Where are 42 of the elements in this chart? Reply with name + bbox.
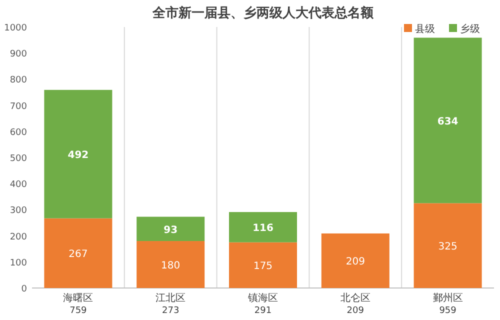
bar: [414, 203, 482, 288]
x-tick-label: 海曙区: [63, 292, 94, 304]
y-tick-label: 100: [10, 258, 28, 268]
data-label: 116: [252, 223, 274, 234]
chart-title: 全市新一届县、乡两级人大代表总名额: [152, 5, 374, 21]
bar: [414, 38, 482, 204]
data-label: 492: [68, 150, 89, 162]
y-tick-label: 800: [10, 76, 28, 86]
x-tick-label: 镇海区: [247, 292, 278, 304]
y-tick-label: 1000: [4, 24, 28, 34]
total-label: 209: [346, 306, 364, 316]
bar: [136, 216, 205, 242]
data-label: 93: [164, 224, 178, 236]
legend-label: 乡级: [460, 23, 480, 35]
total-label: 959: [439, 306, 457, 316]
data-label: 267: [68, 249, 88, 260]
data-label: 180: [161, 260, 180, 272]
x-tick-label: 鄞州区: [432, 292, 463, 304]
total-label: 291: [254, 306, 272, 316]
bar: [136, 241, 205, 288]
y-tick-label: 0: [21, 284, 28, 294]
total-label: 759: [70, 306, 88, 316]
data-label: 175: [253, 261, 273, 272]
legend-label: 县级: [415, 23, 435, 35]
bar: [229, 212, 297, 242]
y-tick-label: 600: [10, 128, 28, 138]
x-tick-label: 北仑区: [340, 292, 370, 304]
y-tick-label: 300: [10, 206, 28, 216]
y-tick-label: 700: [10, 102, 28, 112]
total-label: 273: [162, 306, 180, 316]
x-tick-label: 江北区: [156, 292, 186, 304]
data-label: 634: [437, 116, 458, 128]
y-tick-label: 500: [10, 154, 28, 164]
data-label: 209: [346, 256, 365, 268]
bar: [44, 218, 112, 288]
data-label: 325: [438, 242, 458, 253]
y-tick-label: 900: [10, 50, 28, 60]
bar: [229, 242, 297, 288]
y-tick-label: 200: [10, 232, 28, 242]
bar: [44, 90, 112, 218]
bar: [321, 233, 390, 288]
y-tick-label: 400: [10, 180, 28, 190]
